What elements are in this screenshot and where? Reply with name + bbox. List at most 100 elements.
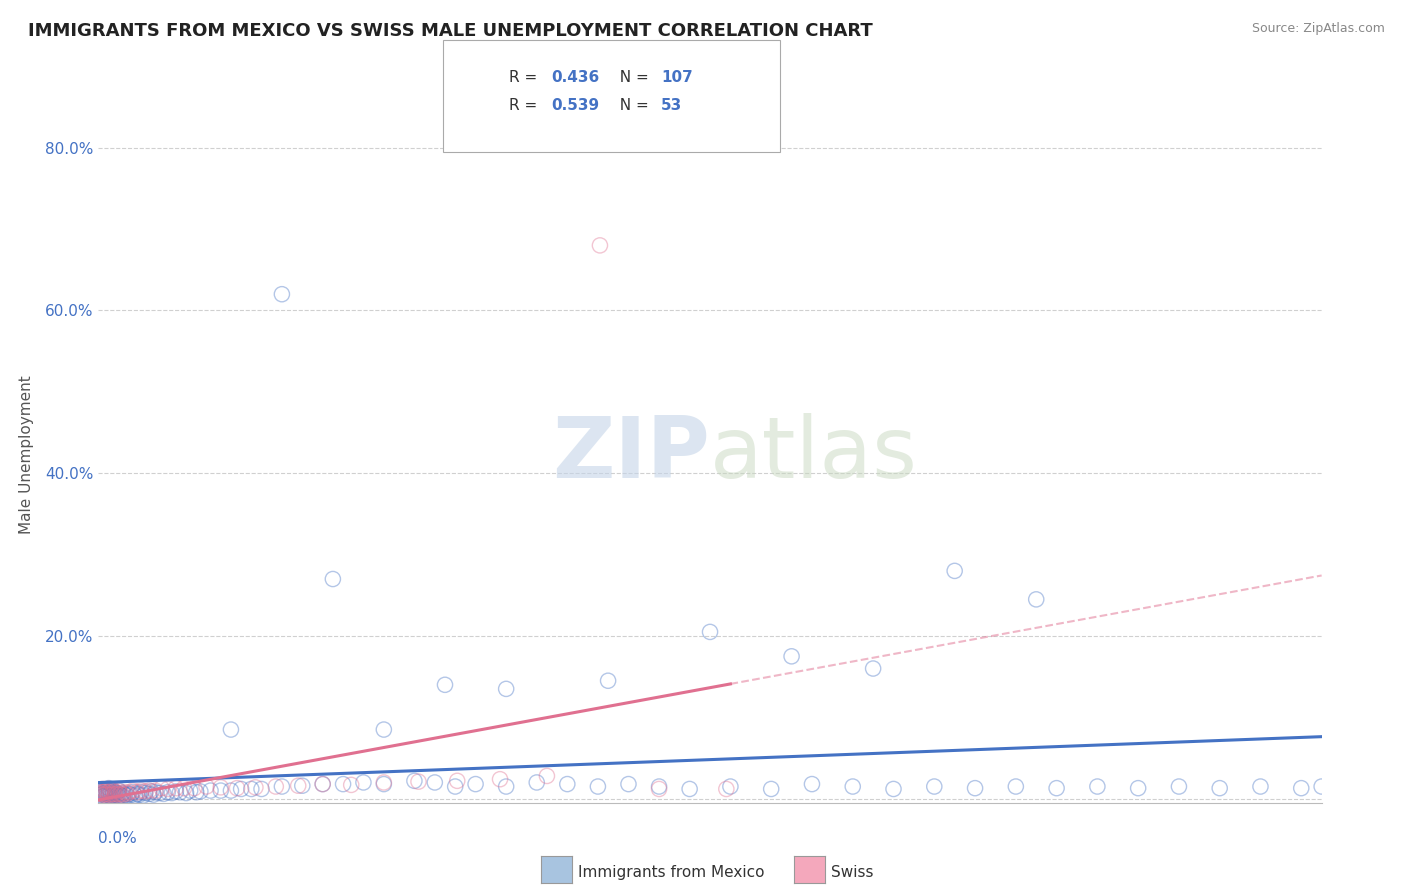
Point bbox=[93, 784, 115, 798]
Point bbox=[97, 785, 120, 799]
Point bbox=[943, 564, 966, 578]
Point bbox=[332, 777, 354, 791]
Text: 0.539: 0.539 bbox=[551, 98, 599, 113]
Point bbox=[91, 785, 114, 799]
Point bbox=[219, 723, 242, 737]
Point bbox=[101, 787, 124, 801]
Point bbox=[617, 777, 640, 791]
Text: 53: 53 bbox=[661, 98, 682, 113]
Point bbox=[96, 783, 118, 797]
Point bbox=[408, 774, 430, 789]
Point bbox=[111, 788, 134, 802]
Point bbox=[141, 784, 163, 798]
Point bbox=[89, 784, 111, 798]
Point bbox=[100, 784, 122, 798]
Point bbox=[91, 783, 114, 797]
Point bbox=[114, 788, 136, 802]
Point bbox=[96, 787, 118, 801]
Point bbox=[96, 787, 118, 801]
Point bbox=[173, 781, 195, 796]
Point bbox=[89, 785, 111, 799]
Point bbox=[97, 781, 120, 796]
Point bbox=[464, 777, 486, 791]
Point bbox=[200, 783, 222, 797]
Point bbox=[152, 787, 174, 801]
Point bbox=[841, 780, 863, 794]
Point bbox=[91, 787, 114, 801]
Point bbox=[1310, 780, 1333, 794]
Point bbox=[209, 783, 232, 797]
Point bbox=[186, 785, 208, 799]
Point bbox=[240, 781, 263, 796]
Point bbox=[219, 783, 242, 797]
Point bbox=[287, 779, 309, 793]
Point bbox=[142, 788, 165, 802]
Point bbox=[718, 780, 742, 794]
Point bbox=[179, 783, 201, 797]
Point bbox=[145, 783, 167, 797]
Point bbox=[105, 789, 128, 803]
Point bbox=[104, 788, 127, 802]
Point bbox=[97, 789, 120, 803]
Point bbox=[89, 788, 111, 802]
Point bbox=[373, 775, 395, 789]
Point bbox=[270, 780, 294, 794]
Text: ZIP: ZIP bbox=[553, 413, 710, 497]
Point bbox=[598, 673, 620, 688]
Point bbox=[93, 788, 115, 802]
Text: R =: R = bbox=[509, 98, 543, 113]
Point bbox=[105, 786, 128, 800]
Point bbox=[120, 788, 142, 802]
Point bbox=[231, 781, 253, 796]
Point bbox=[165, 784, 187, 798]
Point bbox=[96, 789, 118, 804]
Point bbox=[156, 785, 179, 799]
Point bbox=[648, 781, 671, 796]
Point bbox=[122, 785, 145, 799]
Point bbox=[108, 788, 131, 802]
Point bbox=[922, 780, 945, 794]
Point bbox=[101, 782, 124, 797]
Point bbox=[780, 649, 803, 664]
Point bbox=[862, 661, 884, 675]
Point bbox=[648, 780, 671, 794]
Point bbox=[118, 785, 141, 799]
Point bbox=[91, 789, 114, 804]
Point bbox=[801, 777, 824, 791]
Point bbox=[716, 781, 738, 796]
Point bbox=[96, 783, 118, 797]
Point bbox=[160, 786, 183, 800]
Point bbox=[586, 780, 609, 794]
Point bbox=[156, 781, 179, 796]
Point bbox=[373, 723, 395, 737]
Point bbox=[108, 783, 131, 797]
Point bbox=[373, 777, 395, 791]
Point bbox=[699, 624, 721, 639]
Point bbox=[1209, 781, 1232, 796]
Point bbox=[127, 787, 149, 801]
Point bbox=[108, 789, 131, 804]
Point bbox=[434, 678, 457, 692]
Point bbox=[134, 786, 156, 800]
Text: Swiss: Swiss bbox=[831, 865, 873, 880]
Point bbox=[128, 788, 150, 802]
Point bbox=[91, 781, 114, 796]
Point bbox=[129, 785, 152, 799]
Point bbox=[536, 769, 558, 783]
Point bbox=[110, 789, 132, 803]
Point bbox=[883, 781, 905, 796]
Point bbox=[352, 775, 374, 789]
Point bbox=[104, 788, 127, 802]
Point bbox=[93, 789, 115, 803]
Point bbox=[188, 784, 212, 798]
Point bbox=[110, 787, 132, 801]
Text: N =: N = bbox=[610, 98, 654, 113]
Point bbox=[104, 785, 127, 799]
Point bbox=[1004, 780, 1026, 794]
Point bbox=[446, 773, 468, 788]
Point bbox=[101, 786, 124, 800]
Point bbox=[245, 780, 267, 795]
Point bbox=[108, 787, 131, 801]
Point bbox=[1128, 781, 1150, 796]
Point bbox=[965, 781, 987, 796]
